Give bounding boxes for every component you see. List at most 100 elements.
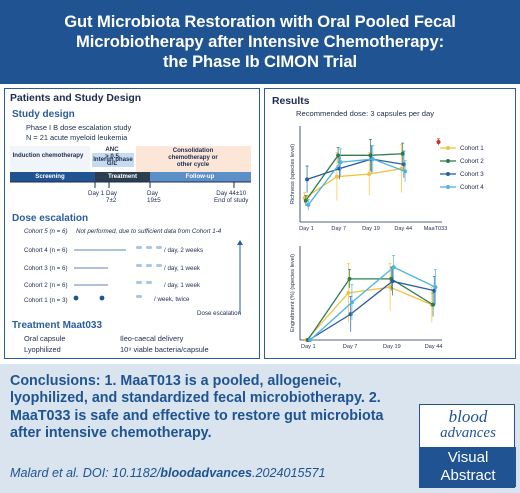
screening-band — [10, 172, 95, 182]
series-line — [306, 286, 433, 341]
cohort4-schedule: / day, 2 weeks — [164, 247, 204, 254]
data-point — [338, 160, 343, 165]
logo-visual: Visual — [447, 449, 489, 466]
treatment-band — [95, 172, 150, 182]
series-line — [308, 280, 435, 341]
treatment-key-2: Lyophilized — [24, 345, 61, 354]
cohort1-label: Cohort 1 (n = 3) — [24, 297, 68, 304]
logo-abstract: Abstract — [440, 467, 496, 484]
data-point — [403, 169, 408, 174]
data-point — [305, 177, 310, 182]
data-point — [367, 172, 372, 176]
treatment-value-1: Ileo-caecal delivery — [120, 334, 184, 343]
cohort1-dose-dot — [99, 295, 105, 301]
study-timeline — [10, 146, 251, 188]
treatment-value-2: 10⁹ viable bacteria/capsule — [120, 345, 209, 354]
richness-chart: Richness (species level) Day 1 Day 7 Day 19… — [290, 126, 484, 232]
cohort3-schedule: / day, 1 week — [164, 265, 200, 272]
legend-label: Cohort 4 — [460, 184, 484, 191]
cohort5-schedule: Not performed, due to sufficient data fr… — [76, 228, 222, 235]
left-panel-title: Patients and Study Design — [10, 93, 142, 104]
consolidation-label: Consolidation chemotherapy or other cycl… — [168, 147, 218, 168]
blood-advances-logo: blood advances Visual Abstract — [419, 404, 516, 488]
x-tick-label: Day 7 — [343, 344, 358, 350]
recommended-dose: Recommended dose: 3 capsules per day — [296, 109, 435, 118]
consolidation-box — [136, 146, 251, 172]
citation-doi-prefix: DOI: 10.1182/ — [82, 466, 161, 480]
citation: Malard et al. DOI: 10.1182/bloodadvances… — [10, 466, 326, 480]
x-tick-label: Day 1 — [299, 226, 314, 232]
x-tick-label: MaaT033 — [424, 226, 448, 232]
legend-marker — [446, 159, 450, 163]
induction-box — [10, 146, 90, 172]
capsule-icon — [136, 246, 162, 298]
followup-band — [150, 172, 251, 182]
x-tick-label: Day 7 — [331, 226, 346, 232]
followup-label: Follow-up — [185, 173, 215, 180]
study-design-line-2: N = 21 acute myeloid leukemia — [26, 133, 128, 142]
study-design-line-1: Phase I B dose escalation study — [26, 123, 132, 132]
data-point — [334, 174, 339, 179]
cohort1-dose-dot — [73, 295, 79, 301]
series-line — [305, 153, 403, 202]
dose-escalation-arrow-label: Dose escalation — [197, 310, 242, 317]
interim-box — [92, 153, 134, 167]
data-point — [346, 291, 351, 295]
data-point — [433, 285, 438, 290]
data-point — [391, 265, 396, 270]
data-point — [370, 157, 375, 162]
cohort2-label: Cohort 2 (n = 6) — [24, 282, 68, 289]
day1-label: Day 1 — [88, 190, 105, 197]
day44-label: Day 44±10 End of study — [214, 190, 249, 204]
patients-study-design-panel — [4, 88, 260, 359]
legend-marker — [446, 185, 450, 189]
x-tick-label: Day 19 — [383, 344, 401, 350]
series-line — [307, 158, 406, 206]
data-point — [349, 300, 354, 305]
x-tick-label: Day 44 — [425, 344, 443, 350]
legend-label: Cohort 2 — [460, 158, 484, 165]
legend-label: Cohort 3 — [460, 171, 484, 178]
arrow-head-icon — [237, 240, 243, 245]
logo-blood: blood — [448, 407, 488, 426]
cohort4-label: Cohort 4 (n = 6) — [24, 247, 68, 254]
results-title: Results — [272, 96, 310, 107]
citation-authors: Malard et al. — [10, 466, 80, 480]
conclusions-text: Conclusions: 1. MaaT013 is a pooled, all… — [10, 373, 384, 441]
cohort2-schedule: / day, 1 week — [164, 282, 200, 289]
series-line — [306, 158, 404, 180]
study-design-heading: Study design — [12, 109, 75, 120]
anc-label: ANC > 0.5 G/L — [105, 146, 119, 167]
cohort5-label: Cohort 5 (n = 6) — [24, 228, 68, 235]
legend-marker — [446, 172, 450, 176]
legend-label: Cohort 1 — [460, 145, 484, 152]
dose-escalation-heading: Dose escalation — [12, 213, 89, 224]
results-panel — [264, 88, 516, 359]
header-banner: Gut Microbiota Restoration with Oral Poo… — [0, 0, 520, 84]
data-point — [308, 338, 313, 342]
citation-doi-journal: bloodadvances — [160, 466, 252, 480]
series-line — [307, 278, 434, 341]
x-tick-label: Day 19 — [362, 226, 380, 232]
data-point — [436, 140, 441, 144]
cohort1-schedule: / week, twice — [154, 296, 190, 303]
citation-doi-suffix: .2024015571 — [251, 466, 326, 480]
treatment-key-1: Oral capsule — [24, 334, 66, 343]
series-line — [304, 168, 402, 199]
day7-label: Day 7±2 — [106, 190, 118, 204]
x-tick-label: Day 44 — [394, 226, 412, 232]
data-point — [336, 153, 341, 158]
dose-schedule-graphic — [73, 240, 243, 314]
screening-label: Screening — [35, 173, 65, 180]
main-title: Gut Microbiota Restoration with Oral Poo… — [64, 12, 456, 71]
induction-label: Induction chemotherapy — [12, 152, 84, 159]
data-point — [347, 276, 352, 281]
cohort3-label: Cohort 3 (n = 6) — [24, 265, 68, 272]
interim-label: Interim phase — [93, 156, 133, 163]
treatment-label: Treatment — [107, 173, 138, 180]
data-point — [390, 279, 395, 284]
series-line — [309, 266, 436, 341]
logo-visual-box: Visual Abstract — [420, 447, 516, 487]
treatment-heading: Treatment Maat033 — [12, 320, 103, 331]
